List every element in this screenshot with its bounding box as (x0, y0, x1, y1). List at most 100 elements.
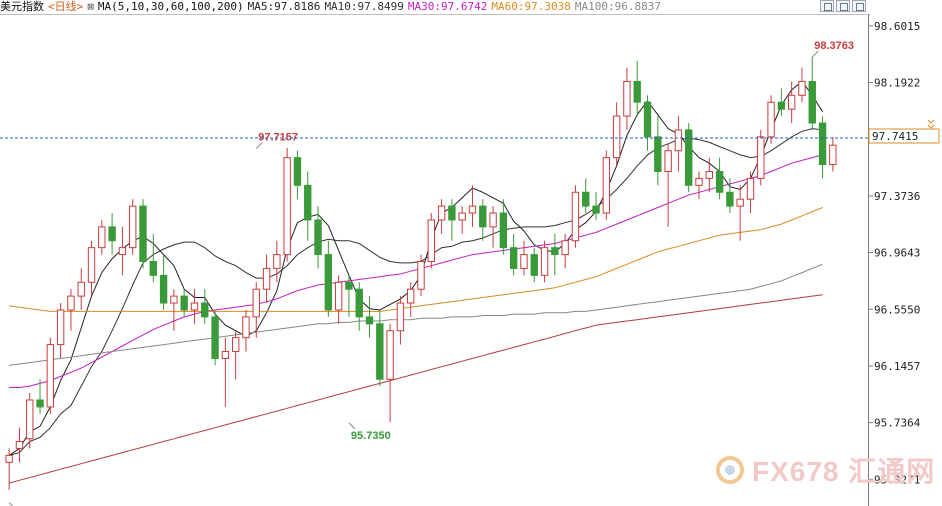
candle (118, 226, 127, 276)
candle-body (417, 261, 425, 290)
ma200-line (8, 294, 823, 484)
ma10-value: MA10:97.8499 (324, 0, 404, 13)
candle (829, 136, 837, 172)
candle-body (757, 136, 765, 179)
candle (715, 157, 724, 200)
candle (314, 206, 322, 269)
y-tick-label: 96.1457 (874, 360, 920, 373)
annotation-label: 95.7350 (351, 430, 391, 442)
candle (509, 233, 518, 276)
candle (746, 171, 755, 214)
candle (623, 67, 631, 130)
candle-body (592, 205, 600, 214)
candle (551, 233, 559, 276)
candle-body (551, 247, 559, 256)
candle-body (242, 316, 250, 339)
candle-body (108, 226, 116, 242)
candle-body (427, 219, 435, 263)
candle-body (499, 212, 508, 249)
candle (324, 240, 333, 317)
candle-body (582, 191, 590, 207)
candle (592, 192, 600, 220)
ma-indicator-icon[interactable]: ⊠ (87, 0, 94, 13)
candle-body (252, 288, 260, 318)
candle (283, 147, 291, 262)
ma100-value: MA100:96.8837 (574, 0, 661, 13)
candle-body (633, 80, 641, 103)
candle-body (798, 80, 806, 96)
period-selector[interactable]: <日线> (48, 0, 84, 13)
candle (798, 67, 806, 103)
zoom-in-icon[interactable] (836, 0, 850, 12)
candle (787, 81, 796, 124)
annotation-leader (811, 50, 819, 58)
candle-body (231, 337, 240, 353)
ma5-value: MA5:97.8186 (247, 0, 321, 13)
candle (468, 185, 477, 227)
candle (170, 289, 178, 331)
candle-body (612, 115, 621, 159)
candle (654, 116, 662, 186)
candle-body (201, 302, 209, 318)
candle (376, 309, 384, 387)
candle (98, 219, 106, 255)
candle (262, 254, 271, 304)
candle-body (26, 399, 34, 440)
candle (87, 240, 96, 297)
y-tick-label: 96.9643 (874, 247, 920, 260)
candle-body (314, 219, 322, 256)
candle (365, 296, 374, 338)
candle-body (695, 177, 703, 186)
candle (808, 56, 816, 130)
candle (489, 206, 497, 248)
candle (633, 60, 641, 117)
candle (520, 240, 528, 276)
candle (36, 379, 44, 414)
candle-body (170, 295, 178, 304)
candle-body (180, 295, 188, 311)
candle-body (407, 288, 415, 304)
candle-body (139, 205, 147, 263)
candle-body (262, 267, 271, 290)
ma30-line (9, 154, 823, 388)
ma10-line (8, 128, 823, 456)
candle (129, 199, 137, 255)
candle (407, 282, 415, 317)
candle-body (129, 205, 137, 249)
candle-body (5, 454, 13, 463)
annotation-label: 98.3763 (814, 40, 854, 52)
candle-body (149, 261, 157, 276)
candle (159, 254, 168, 310)
ma-params[interactable]: MA(5,10,30,60,100,200) (97, 0, 244, 13)
candle-body (787, 94, 796, 110)
candle (46, 337, 55, 414)
candle-body (376, 323, 384, 380)
candle-body (211, 316, 219, 359)
candle (437, 199, 446, 234)
ma60-value: MA60:97.3038 (491, 0, 571, 13)
candle (180, 289, 188, 317)
candle (5, 448, 13, 490)
candle (221, 337, 230, 407)
zoom-out-icon[interactable] (852, 0, 866, 12)
candle (211, 309, 219, 366)
candle (777, 88, 786, 117)
candle (448, 199, 456, 241)
candle (612, 102, 621, 165)
candle (726, 178, 734, 214)
candle-body (87, 247, 96, 283)
candle (149, 233, 157, 283)
chart-icon[interactable] (820, 0, 834, 12)
last-price-arrow-icon (927, 119, 935, 129)
candle (582, 178, 590, 214)
candle (67, 289, 75, 331)
candle (695, 171, 703, 200)
candle-body (623, 80, 631, 117)
candle-body (273, 254, 281, 269)
candle-body (386, 330, 394, 380)
candle (231, 330, 240, 380)
chart-header: 美元指数 <日线> ⊠ MA(5,10,30,60,100,200) MA5:97.81… (0, 0, 870, 16)
y-tick-label: 95.7364 (874, 417, 921, 430)
candle-body (664, 150, 672, 172)
candle-body (643, 101, 652, 138)
